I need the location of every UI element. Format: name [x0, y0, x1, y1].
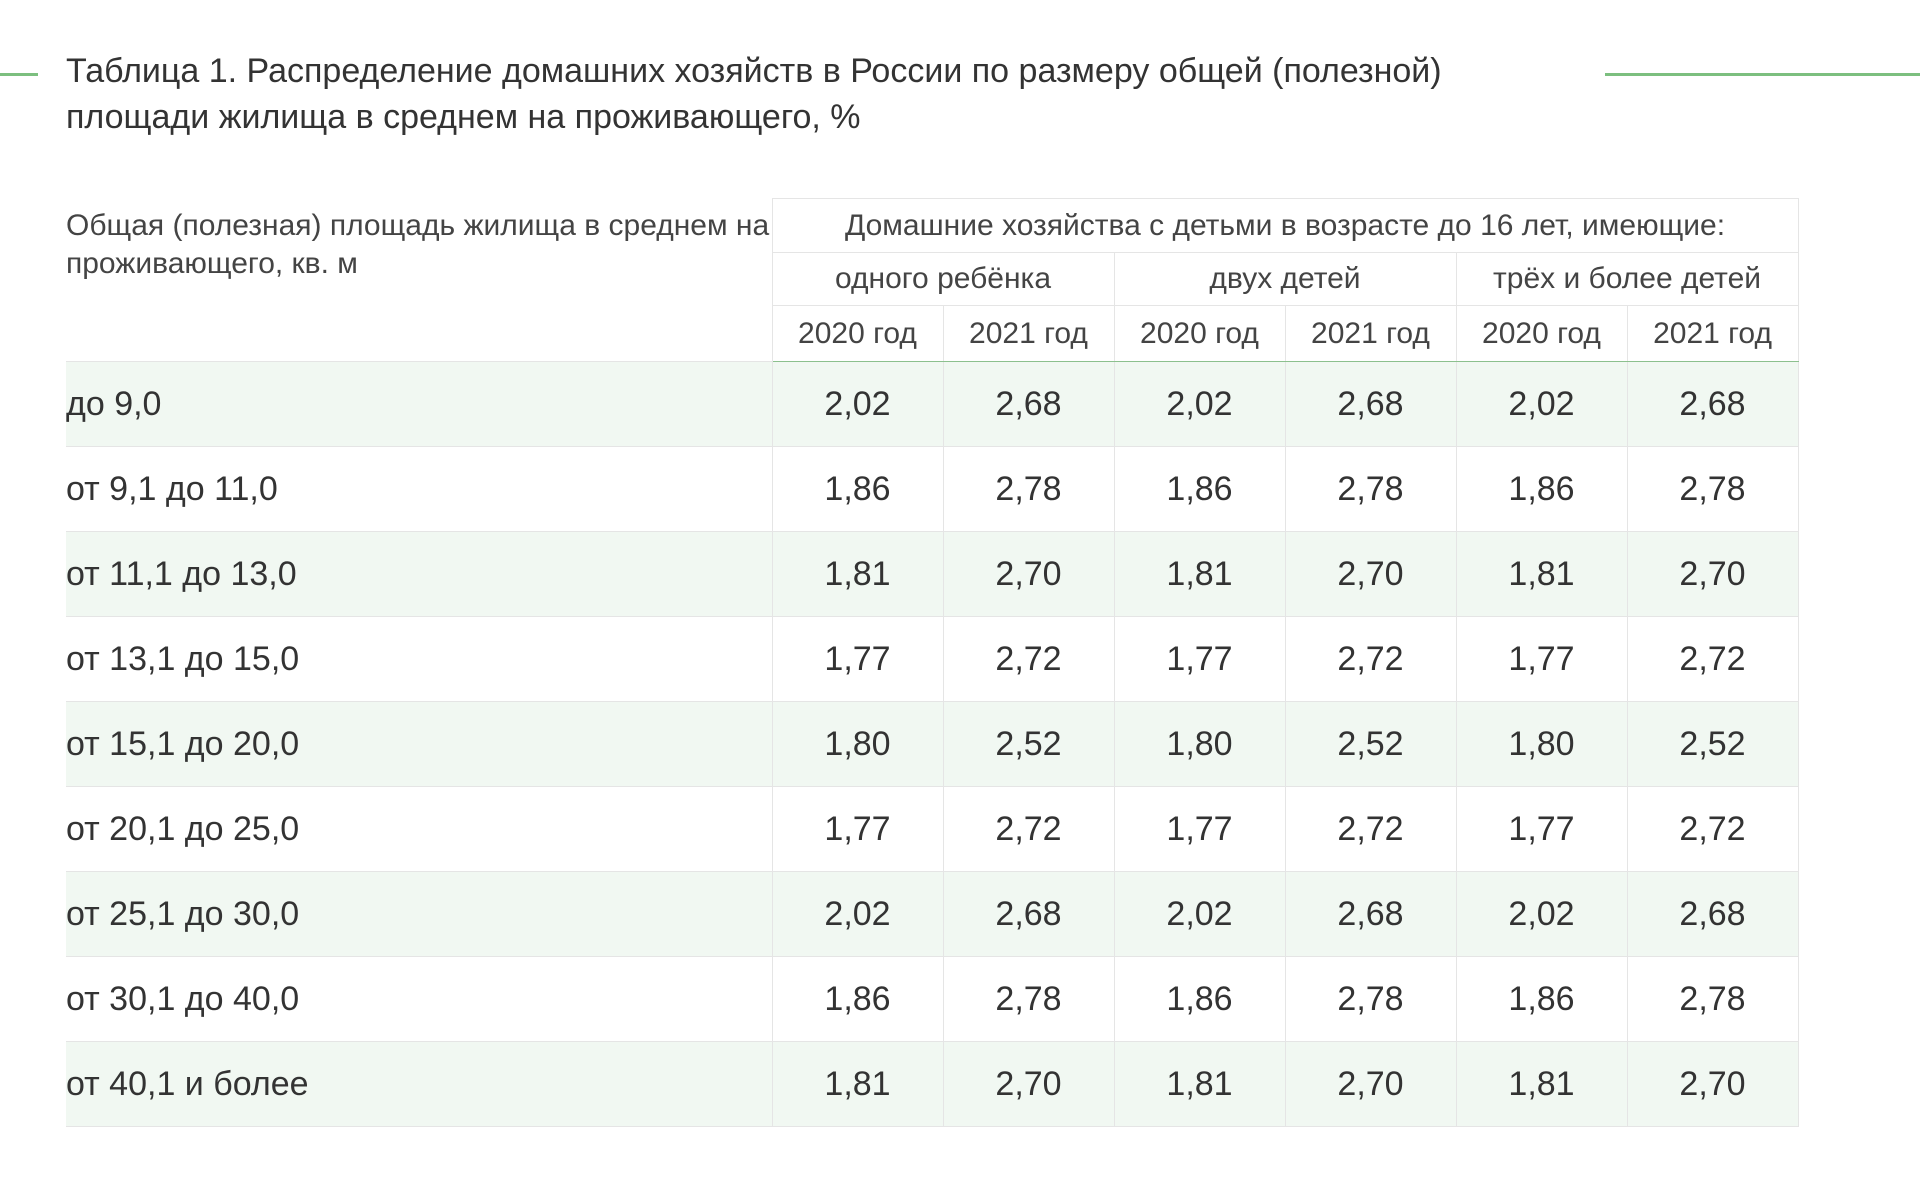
table-cell: 2,78	[1284, 446, 1457, 532]
row-label: от 15,1 до 20,0	[66, 701, 773, 787]
table-cell: 2,02	[771, 361, 944, 447]
table-cell: 2,68	[1626, 361, 1799, 447]
row-label: от 13,1 до 15,0	[66, 616, 773, 702]
table-cell: 1,77	[1455, 786, 1628, 872]
table-cell: 2,70	[1626, 1041, 1799, 1127]
year-header: 2021 год	[942, 305, 1115, 362]
table-cell: 2,72	[942, 786, 1115, 872]
table-cell: 2,78	[1626, 956, 1799, 1042]
table-cell: 1,86	[1113, 446, 1286, 532]
table-row: от 9,1 до 11,0 1,86 2,78 1,86 2,78 1,86 …	[66, 446, 1799, 532]
row-label: от 25,1 до 30,0	[66, 871, 773, 957]
table-cell: 2,02	[1113, 361, 1286, 447]
table-header: Общая (полезная) площадь жилища в средне…	[66, 198, 1799, 362]
table-cell: 2,70	[1626, 531, 1799, 617]
table-row: от 25,1 до 30,0 2,02 2,68 2,02 2,68 2,02…	[66, 871, 1799, 957]
table-cell: 1,80	[1113, 701, 1286, 787]
subgroup-header: одного ребёнка	[771, 252, 1115, 306]
table-cell: 2,70	[1284, 1041, 1457, 1127]
table-cell: 2,70	[942, 531, 1115, 617]
year-header: 2021 год	[1626, 305, 1799, 362]
row-label: до 9,0	[66, 361, 773, 447]
table-cell: 1,86	[1455, 956, 1628, 1042]
table-cell: 2,02	[771, 871, 944, 957]
table-body: до 9,0 2,02 2,68 2,02 2,68 2,02 2,68 от …	[66, 361, 1799, 1127]
subgroup-header: двух детей	[1113, 252, 1457, 306]
table-row: от 40,1 и более 1,81 2,70 1,81 2,70 1,81…	[66, 1041, 1799, 1127]
table-row: от 11,1 до 13,0 1,81 2,70 1,81 2,70 1,81…	[66, 531, 1799, 617]
table-row: от 13,1 до 15,0 1,77 2,72 1,77 2,72 1,77…	[66, 616, 1799, 702]
row-header: Общая (полезная) площадь жилища в средне…	[66, 198, 773, 362]
subgroup-header: трёх и более детей	[1455, 252, 1799, 306]
year-header: 2021 год	[1284, 305, 1457, 362]
table-cell: 1,86	[771, 956, 944, 1042]
table-cell: 2,68	[942, 361, 1115, 447]
table-cell: 2,70	[942, 1041, 1115, 1127]
table-cell: 1,81	[1113, 531, 1286, 617]
households-table: Общая (полезная) площадь жилища в средне…	[66, 198, 1799, 1127]
table-cell: 2,68	[942, 871, 1115, 957]
title-rule-right	[1605, 73, 1920, 76]
table-cell: 2,02	[1113, 871, 1286, 957]
table-cell: 2,72	[1626, 786, 1799, 872]
table-cell: 1,86	[771, 446, 944, 532]
table-cell: 2,68	[1626, 871, 1799, 957]
table-cell: 2,52	[1626, 701, 1799, 787]
table-cell: 2,78	[942, 446, 1115, 532]
table-cell: 2,72	[1626, 616, 1799, 702]
table-cell: 1,81	[771, 531, 944, 617]
group-header: Домашние хозяйства с детьми в возрасте д…	[771, 198, 1799, 253]
table-cell: 2,70	[1284, 531, 1457, 617]
table-cell: 2,68	[1284, 361, 1457, 447]
table-cell: 2,68	[1284, 871, 1457, 957]
row-label: от 30,1 до 40,0	[66, 956, 773, 1042]
table-cell: 1,77	[771, 786, 944, 872]
table-cell: 2,72	[942, 616, 1115, 702]
year-header: 2020 год	[1455, 305, 1628, 362]
row-label: от 9,1 до 11,0	[66, 446, 773, 532]
table-cell: 2,02	[1455, 361, 1628, 447]
header-row-group: Общая (полезная) площадь жилища в средне…	[66, 198, 1799, 362]
table-cell: 1,81	[1455, 531, 1628, 617]
table-cell: 2,78	[942, 956, 1115, 1042]
table-row: от 15,1 до 20,0 1,80 2,52 1,80 2,52 1,80…	[66, 701, 1799, 787]
table-row: от 30,1 до 40,0 1,86 2,78 1,86 2,78 1,86…	[66, 956, 1799, 1042]
table-cell: 1,86	[1455, 446, 1628, 532]
year-header: 2020 год	[1113, 305, 1286, 362]
table-cell: 2,02	[1455, 871, 1628, 957]
table-cell: 1,80	[1455, 701, 1628, 787]
table-cell: 1,77	[1113, 616, 1286, 702]
header-row-subgroups: одного ребёнка двух детей трёх и более д…	[66, 252, 1799, 306]
title-rule-left	[0, 73, 38, 76]
table-cell: 1,80	[771, 701, 944, 787]
table-cell: 2,72	[1284, 616, 1457, 702]
table-cell: 2,52	[942, 701, 1115, 787]
table-cell: 1,77	[1455, 616, 1628, 702]
table-row: до 9,0 2,02 2,68 2,02 2,68 2,02 2,68	[66, 361, 1799, 447]
row-label: от 20,1 до 25,0	[66, 786, 773, 872]
table-cell: 1,77	[771, 616, 944, 702]
table-cell: 1,81	[771, 1041, 944, 1127]
table-cell: 2,78	[1284, 956, 1457, 1042]
row-label: от 11,1 до 13,0	[66, 531, 773, 617]
table-cell: 1,77	[1113, 786, 1286, 872]
table-cell: 1,81	[1455, 1041, 1628, 1127]
table-cell: 1,86	[1113, 956, 1286, 1042]
table-title: Таблица 1. Распределение домашних хозяйс…	[66, 52, 1442, 136]
table-cell: 2,78	[1626, 446, 1799, 532]
table-cell: 1,81	[1113, 1041, 1286, 1127]
row-label: от 40,1 и более	[66, 1041, 773, 1127]
table-cell: 2,52	[1284, 701, 1457, 787]
table-cell: 2,72	[1284, 786, 1457, 872]
table-row: от 20,1 до 25,0 1,77 2,72 1,77 2,72 1,77…	[66, 786, 1799, 872]
year-header: 2020 год	[771, 305, 944, 362]
